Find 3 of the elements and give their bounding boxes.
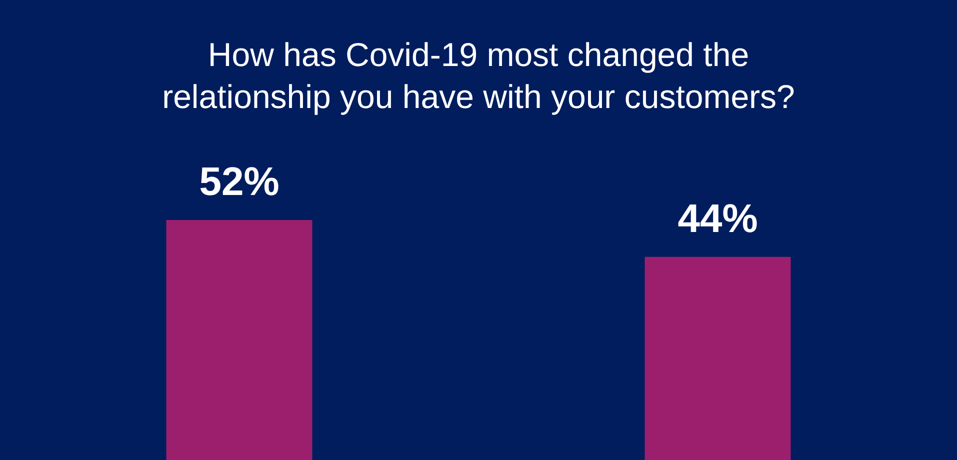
data-label: 44% bbox=[678, 196, 758, 241]
chart-title: How has Covid-19 most changed the relationship you have with your customers? bbox=[161, 35, 796, 117]
data-label: 52% bbox=[199, 160, 280, 204]
